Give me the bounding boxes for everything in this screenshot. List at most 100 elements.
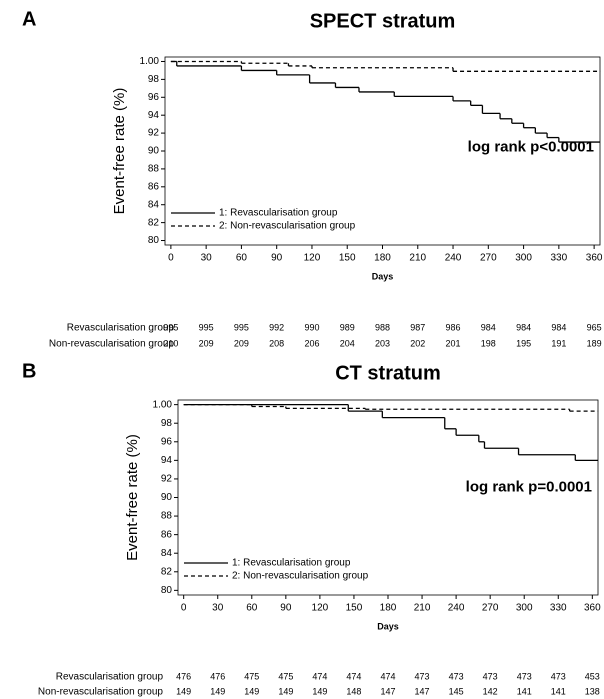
risk-count: 473 xyxy=(415,671,430,681)
x-tick-label: 120 xyxy=(312,603,329,614)
risk-count: 473 xyxy=(551,671,566,681)
y-tick-label: 98 xyxy=(148,74,160,85)
y-tick-label: 94 xyxy=(161,455,173,466)
risk-count: 202 xyxy=(410,338,425,348)
risk-count: 145 xyxy=(449,686,464,696)
risk-count: 209 xyxy=(234,338,249,348)
risk-count: 988 xyxy=(375,322,390,332)
risk-count: 138 xyxy=(585,686,600,696)
y-tick-label: 86 xyxy=(161,529,173,540)
risk-count: 474 xyxy=(312,671,327,681)
annotation: log rank p<0.0001 xyxy=(468,139,594,156)
risk-count: 476 xyxy=(176,671,191,681)
risk-count: 204 xyxy=(340,338,355,348)
risk-row-label: Non-revascularisation group xyxy=(38,687,164,698)
y-tick-label: 84 xyxy=(161,548,173,559)
risk-count: 995 xyxy=(234,322,249,332)
y-tick-label: 94 xyxy=(148,110,160,121)
risk-count: 141 xyxy=(517,686,532,696)
risk-count: 986 xyxy=(446,322,461,332)
risk-row-label: Revascularisation group xyxy=(56,672,164,683)
legend-label: 2: Non-revascularisation group xyxy=(232,571,369,582)
risk-count: 149 xyxy=(176,686,191,696)
x-tick-label: 210 xyxy=(414,603,431,614)
y-tick-label: 1.00 xyxy=(153,399,173,410)
risk-count: 195 xyxy=(516,338,531,348)
x-tick-label: 330 xyxy=(551,253,568,264)
y-tick-label: 92 xyxy=(161,474,173,485)
x-tick-label: 150 xyxy=(346,603,363,614)
risk-count: 474 xyxy=(380,671,395,681)
risk-count: 208 xyxy=(269,338,284,348)
risk-count: 995 xyxy=(199,322,214,332)
risk-count: 147 xyxy=(415,686,430,696)
legend-label: 2: Non-revascularisation group xyxy=(219,221,356,232)
risk-count: 149 xyxy=(278,686,293,696)
x-axis-label: Days xyxy=(377,621,399,631)
risk-count: 201 xyxy=(446,338,461,348)
y-tick-label: 82 xyxy=(148,217,160,228)
risk-count: 989 xyxy=(340,322,355,332)
risk-count: 984 xyxy=(551,322,566,332)
x-tick-label: 30 xyxy=(201,253,213,264)
risk-count: 149 xyxy=(312,686,327,696)
x-tick-label: 60 xyxy=(236,253,248,264)
panel-label: A xyxy=(22,8,36,30)
x-tick-label: 90 xyxy=(271,253,283,264)
y-tick-label: 80 xyxy=(148,235,160,246)
x-axis-label: Days xyxy=(372,271,394,281)
y-tick-label: 84 xyxy=(148,199,160,210)
x-tick-label: 0 xyxy=(181,603,187,614)
risk-count: 142 xyxy=(483,686,498,696)
risk-count: 476 xyxy=(210,671,225,681)
x-tick-label: 60 xyxy=(246,603,258,614)
y-tick-label: 92 xyxy=(148,128,160,139)
x-tick-label: 90 xyxy=(280,603,292,614)
legend-label: 1: Revascularisation group xyxy=(232,558,351,569)
annotation: log rank p=0.0001 xyxy=(466,479,592,496)
y-tick-label: 1.00 xyxy=(140,56,160,67)
x-tick-label: 180 xyxy=(374,253,391,264)
risk-count: 474 xyxy=(346,671,361,681)
risk-count: 203 xyxy=(375,338,390,348)
risk-count: 209 xyxy=(199,338,214,348)
risk-count: 210 xyxy=(163,338,178,348)
y-tick-label: 80 xyxy=(161,585,173,596)
risk-count: 995 xyxy=(163,322,178,332)
risk-count: 475 xyxy=(278,671,293,681)
risk-count: 189 xyxy=(587,338,602,348)
chart-title: CT stratum xyxy=(335,362,441,384)
chart-title: SPECT stratum xyxy=(310,10,456,32)
x-tick-label: 150 xyxy=(339,253,356,264)
y-tick-label: 90 xyxy=(148,146,160,157)
risk-count: 191 xyxy=(551,338,566,348)
risk-row-label: Revascularisation group xyxy=(67,323,175,334)
y-tick-label: 98 xyxy=(161,418,173,429)
risk-count: 990 xyxy=(304,322,319,332)
y-tick-label: 88 xyxy=(148,164,160,175)
x-tick-label: 180 xyxy=(380,603,397,614)
risk-count: 147 xyxy=(380,686,395,696)
risk-count: 206 xyxy=(304,338,319,348)
x-tick-label: 360 xyxy=(584,603,601,614)
y-tick-label: 86 xyxy=(148,181,160,192)
x-tick-label: 300 xyxy=(515,253,532,264)
y-axis-label: Event-free rate (%) xyxy=(111,88,128,215)
x-tick-label: 270 xyxy=(480,253,497,264)
y-tick-label: 96 xyxy=(161,436,173,447)
panel-label: B xyxy=(22,360,36,382)
risk-count: 149 xyxy=(244,686,259,696)
risk-row-label: Non-revascularisation group xyxy=(49,339,175,350)
risk-count: 141 xyxy=(551,686,566,696)
y-tick-label: 88 xyxy=(161,511,173,522)
x-tick-label: 300 xyxy=(516,603,533,614)
risk-count: 148 xyxy=(346,686,361,696)
risk-count: 149 xyxy=(210,686,225,696)
x-tick-label: 120 xyxy=(304,253,321,264)
risk-count: 473 xyxy=(449,671,464,681)
risk-count: 198 xyxy=(481,338,496,348)
x-tick-label: 330 xyxy=(550,603,567,614)
risk-count: 473 xyxy=(483,671,498,681)
x-tick-label: 270 xyxy=(482,603,499,614)
